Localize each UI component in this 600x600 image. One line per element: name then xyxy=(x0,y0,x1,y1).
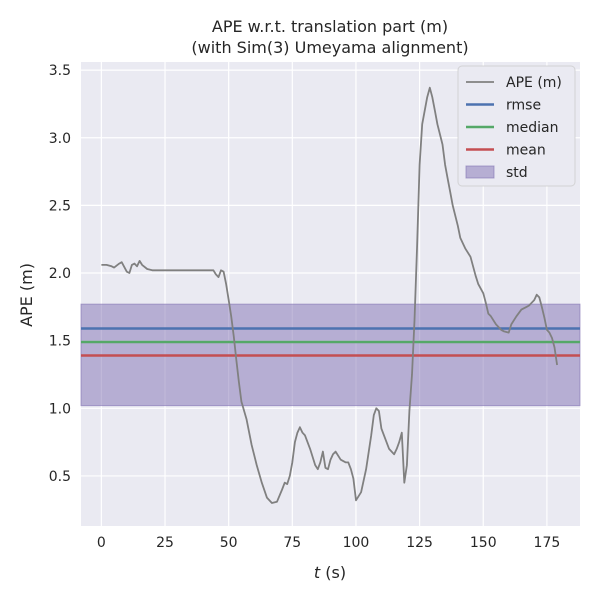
legend-label: median xyxy=(506,120,558,136)
x-tick-label: 50 xyxy=(220,535,238,551)
legend: APE (m) rmse median mean std xyxy=(457,65,576,187)
ape-line xyxy=(101,86,558,504)
x-tick-label: 150 xyxy=(470,535,497,551)
chart-title-line2: (with Sim(3) Umeyama alignment) xyxy=(191,38,468,57)
x-tick-label: 100 xyxy=(343,535,370,551)
legend-box xyxy=(457,65,576,187)
x-axis-label: t (s) xyxy=(314,563,346,582)
legend-label: mean xyxy=(506,143,546,159)
x-axis-label-unit: (s) xyxy=(320,563,346,582)
y-tick-label: 1.5 xyxy=(49,334,71,350)
x-axis-label-var: t xyxy=(314,563,321,582)
legend-label: std xyxy=(506,165,528,181)
y-tick-label: 3.5 xyxy=(49,63,71,79)
legend-label: rmse xyxy=(506,98,541,114)
x-tick-label: 125 xyxy=(406,535,433,551)
y-tick-label: 3.0 xyxy=(49,131,71,147)
y-axis-label: APE (m) xyxy=(17,263,36,327)
y-tick-label: 2.0 xyxy=(49,266,71,282)
stat-lines-layer xyxy=(81,327,580,357)
x-tick-label: 175 xyxy=(534,535,561,551)
y-tick-labels: 0.5 1.0 1.5 2.0 2.5 3.0 3.5 xyxy=(49,63,71,485)
x-tick-label: 75 xyxy=(283,535,301,551)
x-tick-label: 0 xyxy=(97,535,106,551)
chart-title-line1: APE w.r.t. translation part (m) xyxy=(212,17,448,36)
x-tick-label: 25 xyxy=(156,535,174,551)
y-tick-label: 0.5 xyxy=(49,469,71,485)
ape-line-layer xyxy=(101,86,558,504)
legend-label: APE (m) xyxy=(506,75,562,91)
y-tick-label: 1.0 xyxy=(49,401,71,417)
y-tick-label: 2.5 xyxy=(49,198,71,214)
legend-swatch-std xyxy=(465,165,495,179)
x-tick-labels: 0 25 50 75 100 125 150 175 xyxy=(97,535,560,551)
